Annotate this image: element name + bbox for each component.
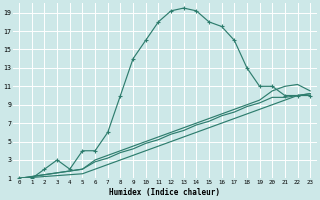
X-axis label: Humidex (Indice chaleur): Humidex (Indice chaleur) bbox=[109, 188, 220, 197]
